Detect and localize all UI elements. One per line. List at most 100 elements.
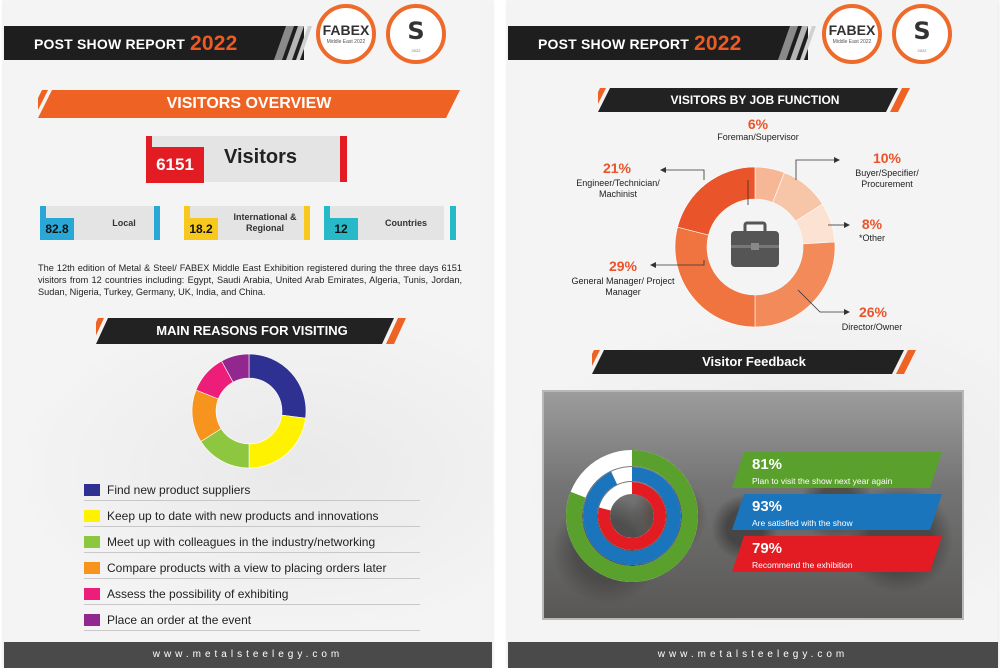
header-band [4,26,304,60]
feedback-ring-2 [598,482,666,550]
arrow-icon [650,262,656,268]
legend-swatch [84,588,100,600]
job-pct-director: 26% [858,304,888,320]
legend-label: Assess the possibility of exhibiting [107,587,289,601]
job-label-engineer: Engineer/Technician/ Machinist [576,178,660,199]
visitors-count: 6151 [146,147,204,183]
reasons-title: MAIN REASONS FOR VISITING [156,323,348,338]
legend-label: Compare products with a view to placing … [107,561,387,575]
job-label-director: Director/Owner [841,322,903,332]
visitors-label: Visitors [224,146,297,168]
fabex-logo-sub: Middle East 2022 [832,39,872,45]
job-slices [674,166,836,328]
right-page: POST SHOW REPORT 2022 FABEX Middle East 2… [508,0,998,668]
legend-label: Meet up with colleagues in the industry/… [107,535,376,549]
job-label-other: *Other [858,233,885,243]
legend-item: Compare products with a view to placing … [84,558,420,579]
arrow-icon [834,157,840,163]
stat-value-international: 18.2 [184,218,218,240]
stat-right-bar-countries [450,206,456,240]
stat-tab-countries [324,206,330,218]
job-label-buyer: Buyer/Specifier/ Procurement [855,168,919,189]
metal-steel-logo-glyph: S [913,17,931,45]
legend-swatch [84,484,100,496]
job-pct-buyer: 10% [872,150,902,166]
header-band [508,26,808,60]
stat-value-local: 82.8 [40,218,74,240]
fabex-logo-sub: Middle East 2022 [326,39,366,45]
stat-tab-local [40,206,46,218]
footer-url[interactable]: www.metalsteelegy.com [4,642,492,668]
job-function-title: VISITORS BY JOB FUNCTION [670,93,840,107]
reasons-slice-0 [248,353,307,419]
feedback-panel-red [732,536,942,572]
legend-item: Find new product suppliers [84,480,420,501]
intro-paragraph: The 12th edition of Metal & Steel/ FABEX… [38,263,462,297]
stat-right-bar-international [304,206,310,240]
feedback-text-satisfied: Are satisfied with the show [752,518,853,528]
feedback-text-recommend: Recommend the exhibition [752,560,853,570]
feedback-pct-visit-again: 81% [752,456,783,473]
fabex-logo-word: FABEX [322,22,370,38]
job-pct-foreman: 6% [747,116,769,132]
metal-steel-logo-glyph: S [407,17,425,45]
legend-label: Find new product suppliers [107,483,251,497]
feedback-pct-satisfied: 93% [752,498,783,515]
header-stripes [264,26,312,60]
reasons-donut-chart [191,353,307,469]
reasons-slice-1 [248,414,306,469]
stat-label-countries: Countries [384,217,427,228]
fabex-logo-word: FABEX [828,22,876,38]
legend-swatch [84,614,100,626]
legend-label: Place an order at the event [107,613,252,627]
footer-url[interactable]: www.metalsteelegy.com [508,642,998,668]
visitors-overview-banner-shape [38,90,460,118]
header-year: 2022 [694,32,742,55]
arrow-icon [660,167,666,173]
job-function-donut-chart [674,166,836,328]
left-page: POST SHOW REPORT 2022 FABEX Middle East 2… [4,0,492,668]
feedback-text-visit-again: Plan to visit the show next year again [752,476,893,486]
job-pct-other: 8% [861,216,883,232]
header-year: 2022 [190,32,238,55]
job-label-general-manager: General Manager/ Project Manager [571,276,675,297]
reasons-slice-5 [221,353,250,383]
stat-label-international: International & Regional [233,212,297,233]
visitors-card-right-bar [340,136,347,182]
stat-right-bar-local [154,206,160,240]
metal-steel-logo-sub: 2022 [411,48,421,53]
job-label-foreman: Foreman/Supervisor [717,132,799,142]
job-callout-arrows [650,157,850,315]
header-title: POST SHOW REPORT 2022 [538,32,742,55]
header-title: POST SHOW REPORT 2022 [34,32,238,55]
feedback-ring-chart [566,450,698,582]
job-pct-engineer: 21% [602,160,632,176]
legend-label: Keep up to date with new products and in… [107,509,379,523]
legend-item: Assess the possibility of exhibiting [84,584,420,605]
feedback-banner-shape [592,350,916,374]
feedback-title: Visitor Feedback [702,354,806,369]
fabex-logo: FABEX Middle East 2022 [316,4,376,64]
feedback-ring-1 [583,467,681,565]
feedback-panel-green [732,452,942,488]
arrow-icon [844,222,850,228]
legend-item: Place an order at the event [84,610,420,631]
metal-steel-logo: S 2022 [892,4,952,64]
legend-swatch [84,510,100,522]
reasons-banner-shape [96,318,406,344]
metal-steel-logo: S 2022 [386,4,446,64]
visitors-card-accent [146,136,152,148]
feedback-pct-recommend: 79% [752,540,783,557]
header-stripes [768,26,816,60]
legend-swatch [84,562,100,574]
stat-tab-international [184,206,190,218]
legend-swatch [84,536,100,548]
feedback-panel-blue [732,494,942,530]
stat-label-local: Local [112,217,136,228]
legend-item: Keep up to date with new products and in… [84,506,420,527]
stat-value-countries: 12 [324,218,358,240]
arrow-icon [844,309,850,315]
legend-item: Meet up with colleagues in the industry/… [84,532,420,553]
job-pct-general-manager: 29% [608,258,638,274]
fabex-logo: FABEX Middle East 2022 [822,4,882,64]
